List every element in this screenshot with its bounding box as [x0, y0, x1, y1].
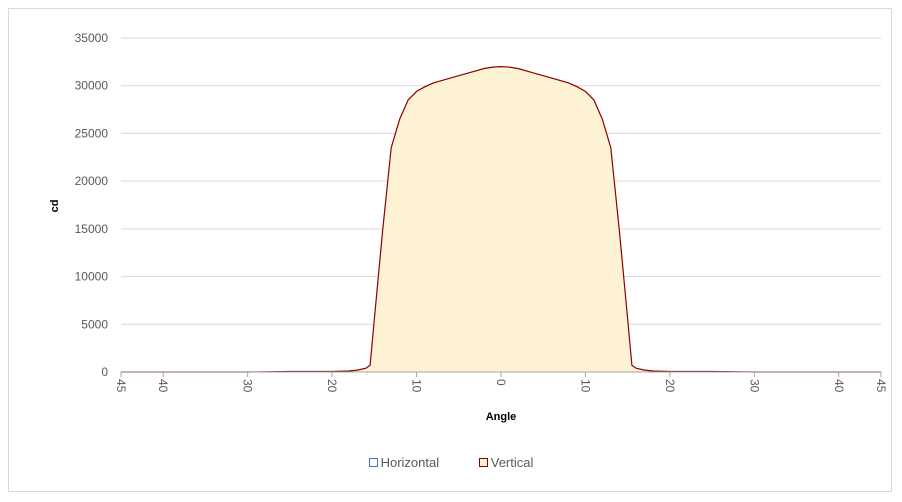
legend-label-horizontal: Horizontal: [380, 455, 440, 470]
y-tick-label: 35000: [75, 31, 109, 45]
y-tick-label: 25000: [75, 126, 109, 140]
y-tick-label: 10000: [75, 270, 109, 284]
x-tick-label: 45: [874, 379, 888, 393]
x-tick-label: 0: [494, 379, 508, 386]
x-tick-label: 40: [156, 379, 170, 393]
y-tick-label: 15000: [75, 222, 109, 236]
axes: [120, 371, 882, 377]
legend-item-horizontal: Horizontal: [368, 455, 440, 470]
y-tick-label: 20000: [75, 174, 109, 188]
y-tick-label: 0: [101, 365, 108, 379]
legend-swatch-vertical: [478, 458, 488, 467]
data-layer: [121, 65, 881, 373]
x-tick-label: 30: [747, 379, 761, 393]
x-tick-label: 10: [578, 379, 592, 393]
legend: Horizontal Vertical: [0, 455, 902, 470]
tick-labels: 0 5000 10000 15000 20000 25000 30000 35000 45 40 3…: [75, 31, 888, 393]
y-tick-label: 5000: [81, 317, 108, 331]
x-tick-label: 45: [114, 379, 128, 393]
legend-swatch-horizontal: [368, 458, 378, 467]
x-tick-label: 30: [241, 379, 255, 393]
legend-item-vertical: Vertical: [478, 455, 534, 470]
x-tick-label: 40: [832, 379, 846, 393]
x-axis-title: Angle: [486, 411, 517, 423]
y-axis-title: cd: [49, 200, 61, 213]
legend-label-vertical: Vertical: [490, 455, 534, 470]
x-tick-label: 20: [663, 379, 677, 393]
y-tick-label: 30000: [75, 79, 109, 93]
x-tick-label: 10: [410, 379, 424, 393]
x-tick-label: 20: [325, 379, 339, 393]
series-area-vertical: [121, 66, 881, 372]
series-line-vertical: [121, 65, 881, 373]
